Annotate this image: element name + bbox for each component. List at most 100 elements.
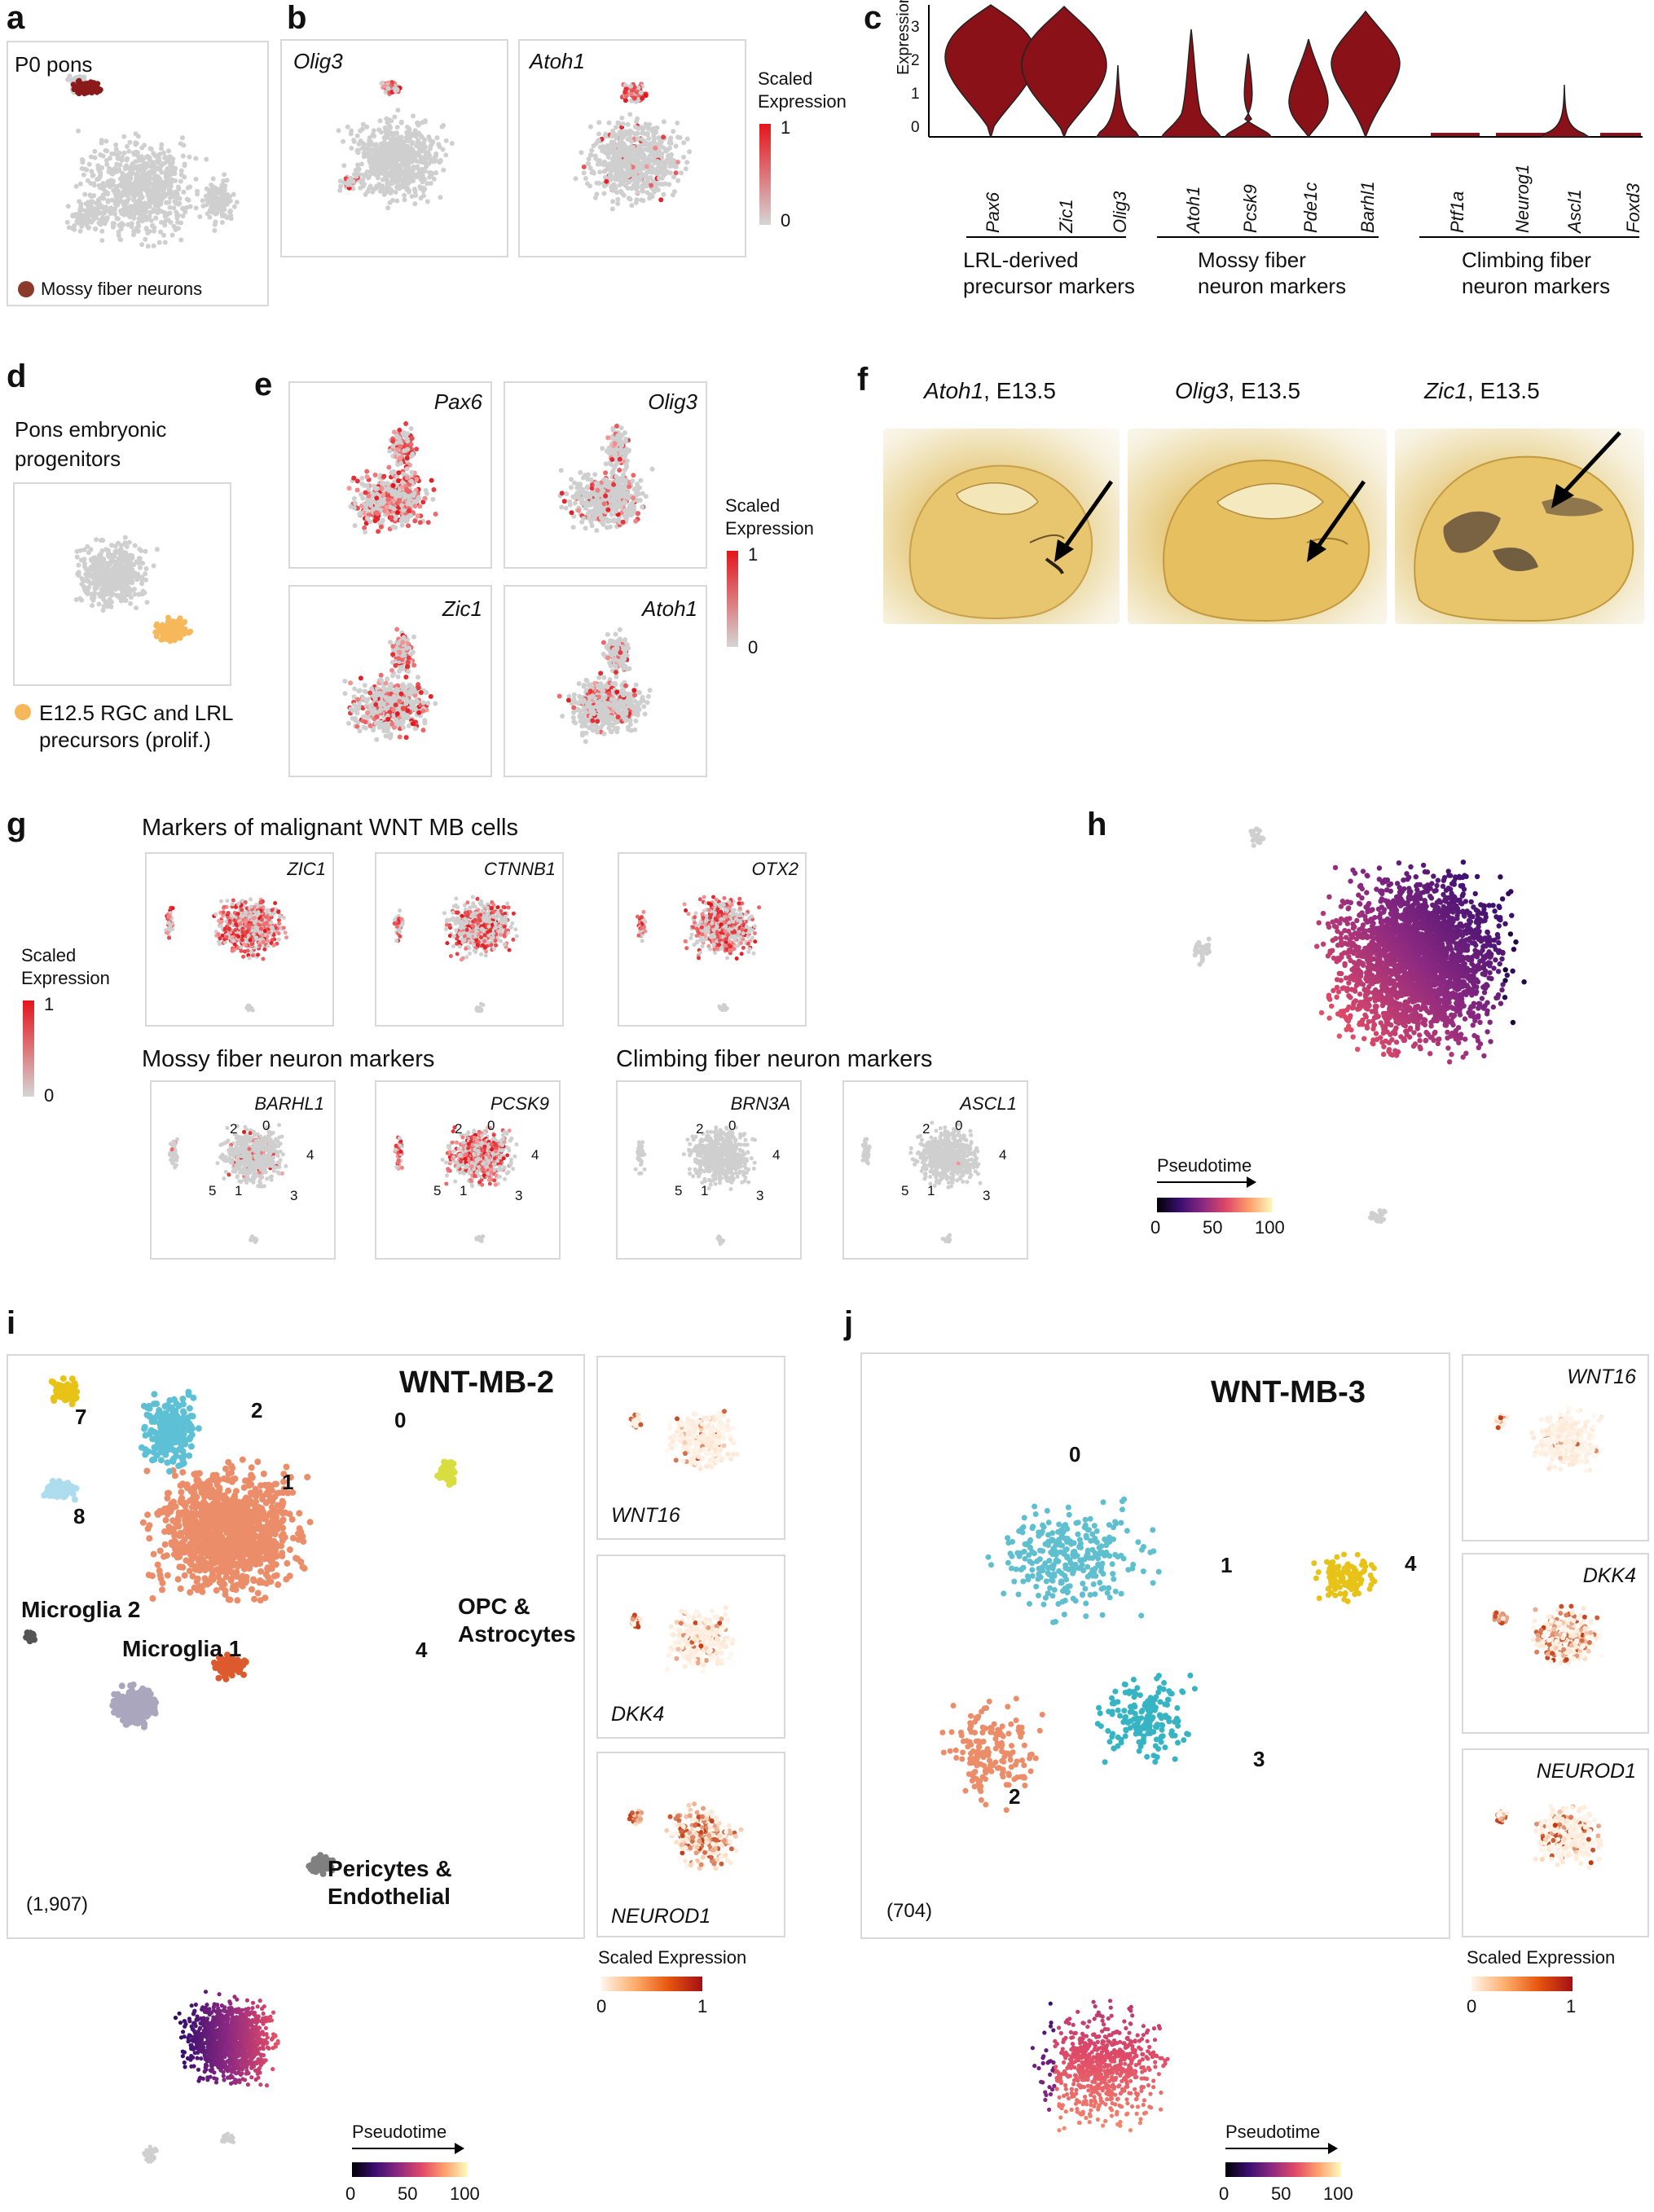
- panel-h-pseudotime-label: Pseudotime: [1157, 1155, 1252, 1176]
- violin-pde1c: [1288, 38, 1329, 139]
- panel-b-scale-title-1: Scaled: [758, 68, 813, 89]
- panel-d-title-2: progenitors: [15, 446, 121, 471]
- panel-a-plot: P0 pons Mossy fiber neurons: [7, 41, 269, 306]
- panel-i-neurod1: NEUROD1: [596, 1752, 785, 1937]
- panel-i-dkk4-scatter: [628, 1605, 736, 1674]
- panel-h-pseudotime-arrow: [1157, 1176, 1256, 1188]
- g4-cluster-5: 5: [901, 1183, 909, 1198]
- panel-c-gene-pcsk9: Pcsk9: [1240, 184, 1260, 233]
- panel-h-tick-100: 100: [1255, 1217, 1285, 1238]
- panel-e-olig3: Olig3: [504, 381, 707, 569]
- panel-c-ytick-2: 2: [911, 52, 920, 69]
- panel-g-scale-title-1: Scaled: [21, 945, 77, 965]
- panel-i-cluster-8: 8: [73, 1504, 86, 1528]
- panel-f-embryo-zic1-drawing: [1414, 455, 1634, 622]
- panel-g-pcsk9-scatter: [393, 1125, 519, 1243]
- panel-i-cluster-1: 1: [282, 1470, 294, 1494]
- panel-e-olig3-scatter: [557, 424, 655, 534]
- panel-label-c: c: [864, 0, 882, 36]
- panel-label-d: d: [7, 358, 27, 394]
- panel-i-pt-tick-50: 50: [398, 2183, 418, 2204]
- panel-i-cluster-7: 7: [75, 1405, 87, 1429]
- panel-j-gene-wnt16: WNT16: [1567, 1365, 1636, 1388]
- panel-d-legend-1: E12.5 RGC and LRL: [39, 701, 234, 725]
- panel-e-gene-atoh1: Atoh1: [642, 596, 697, 621]
- panel-c-gene-pax6: Pax6: [983, 191, 1003, 233]
- panel-e-pax6: Pax6: [288, 381, 492, 569]
- panel-b-scale-bar: [759, 124, 771, 225]
- panel-d-plot: [13, 482, 231, 686]
- panel-b-scale-min: 0: [781, 210, 791, 231]
- panel-h-tick-50: 50: [1203, 1217, 1223, 1238]
- panel-i-peri-2: Endothelial: [328, 1884, 451, 1909]
- violin-atoh1: [1160, 29, 1222, 138]
- panel-f-arrow-1: [1054, 480, 1114, 562]
- panel-i-pseudotime-label: Pseudotime: [352, 2122, 447, 2142]
- panel-b-olig3-scatter: [336, 80, 455, 211]
- panel-e-atoh1-scatter: [556, 627, 653, 745]
- panel-label-b: b: [287, 0, 307, 36]
- panel-i-wnt16: WNT16: [596, 1356, 785, 1540]
- panel-b-scale-title-2: Expression: [758, 91, 847, 112]
- panel-i-cluster-0: 0: [394, 1408, 407, 1432]
- panel-j-pt-tick-100: 100: [1323, 2183, 1353, 2204]
- g2-cluster-2: 2: [455, 1121, 463, 1137]
- panel-c-gene-pde1c: Pde1c: [1300, 182, 1321, 233]
- panel-i-pseudotime-bar: [352, 2162, 468, 2177]
- panel-b-scale-max: 1: [781, 117, 791, 138]
- panel-j-gene-neurod1: NEUROD1: [1536, 1760, 1636, 1783]
- g1-cluster-1: 1: [235, 1183, 243, 1198]
- g3-cluster-1: 1: [701, 1183, 709, 1198]
- panel-f-embryo-atoh1: [883, 429, 1120, 624]
- panel-j-dkk4-scatter: [1492, 1603, 1604, 1665]
- panel-i-title: WNT-MB-2: [399, 1365, 554, 1400]
- panel-e-scale-title-1: Scaled: [725, 495, 781, 516]
- panel-g-brn3a-scatter: [633, 1125, 757, 1247]
- panel-i-scale-title: Scaled Expression: [598, 1947, 747, 1968]
- panel-g-ascl1-scatter: [860, 1120, 983, 1244]
- panel-i-pt-tick-0: 0: [345, 2183, 356, 2204]
- violin-ptf1a: [1431, 133, 1480, 136]
- panel-label-a: a: [7, 0, 25, 36]
- g3-cluster-2: 2: [696, 1121, 704, 1137]
- panel-i-cluster-2: 2: [251, 1398, 263, 1423]
- g1-cluster-3: 3: [290, 1188, 298, 1203]
- panel-i-pseudotime-scatter: [142, 1990, 280, 2164]
- g2-cluster-3: 3: [515, 1188, 523, 1203]
- panel-i-count: (1,907): [26, 1893, 89, 1915]
- panel-g-gene-ascl1: ASCL1: [960, 1093, 1017, 1114]
- panel-c-gene-ptf1a: Ptf1a: [1447, 191, 1467, 233]
- g2-cluster-5: 5: [433, 1183, 442, 1198]
- violin-ascl1: [1540, 84, 1591, 138]
- panel-j-title: WNT-MB-3: [1211, 1375, 1366, 1409]
- panel-h-pseudotime-bar: [1157, 1198, 1273, 1212]
- panel-c-group-2-line1: Mossy fiber: [1198, 248, 1306, 272]
- panel-j-pseudotime-arrow: [1225, 2143, 1338, 2154]
- g4-cluster-0: 0: [955, 1118, 963, 1133]
- panel-d-scatter: [73, 534, 194, 644]
- panel-d-legend-dot: [15, 704, 31, 720]
- g1-cluster-5: 5: [209, 1183, 217, 1198]
- panel-e-gene-pax6: Pax6: [433, 389, 482, 414]
- g4-cluster-4: 4: [999, 1147, 1007, 1163]
- panel-i-cluster-4: 4: [416, 1638, 428, 1662]
- panel-j-scale-0: 0: [1467, 1996, 1477, 2016]
- panel-g-gene-ctnnb1: CTNNB1: [483, 859, 556, 879]
- panel-g-ascl1: ASCL1 0 2 4 5 1 3: [842, 1080, 1028, 1260]
- panel-b-olig3: Olig3: [280, 39, 508, 257]
- panel-e-scale-max: 1: [748, 544, 759, 565]
- panel-g-gene-barhl1: BARHL1: [254, 1093, 324, 1114]
- panel-label-g: g: [7, 807, 27, 842]
- panel-c-group-line-2: [1157, 236, 1379, 238]
- panel-g-brn3a: BRN3A 0 2 4 5 1 3: [616, 1080, 802, 1260]
- panel-g-climbing-title: Climbing fiber neuron markers: [616, 1046, 933, 1072]
- panel-d-title-1: Pons embryonic: [15, 417, 167, 442]
- panel-e-scale-title-2: Expression: [725, 518, 814, 539]
- panel-a-scatter: [64, 73, 240, 249]
- g3-cluster-0: 0: [728, 1118, 737, 1133]
- g4-cluster-3: 3: [983, 1188, 991, 1203]
- panel-j-plot: WNT-MB-3 0 1 2 3 4 (704): [860, 1352, 1450, 1939]
- panel-g-scale-bar: [23, 1000, 34, 1097]
- panel-c-gene-neurog1: Neurog1: [1512, 164, 1533, 233]
- panel-g-mossy-title: Mossy fiber neuron markers: [142, 1046, 435, 1072]
